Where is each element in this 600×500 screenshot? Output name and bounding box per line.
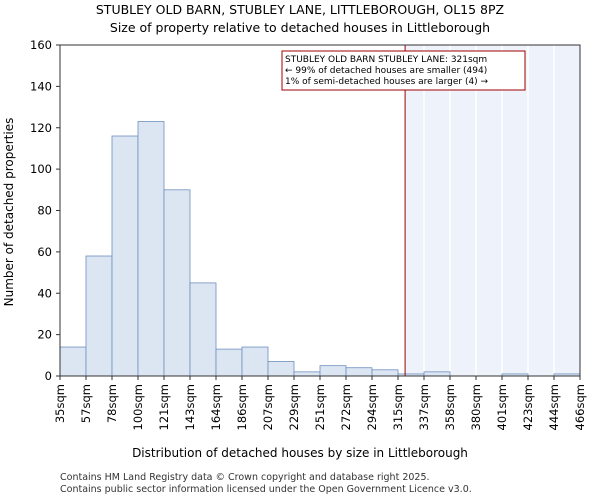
y-tick-label: 140 — [30, 79, 52, 93]
y-tick-label: 40 — [37, 286, 52, 300]
x-tick-label: 380sqm — [469, 384, 483, 430]
x-tick-label: 186sqm — [235, 384, 249, 430]
footer-line-2: Contains public sector information licen… — [60, 484, 472, 495]
chart-title: STUBLEY OLD BARN, STUBLEY LANE, LITTLEBO… — [96, 2, 504, 17]
x-tick-label: 358sqm — [443, 384, 457, 430]
x-tick-label: 143sqm — [183, 384, 197, 430]
x-tick-label: 272sqm — [339, 384, 353, 430]
histogram-bar — [215, 348, 243, 377]
x-tick-label: 229sqm — [287, 384, 301, 430]
histogram-bar — [85, 255, 113, 377]
histogram-bar — [137, 121, 165, 377]
x-tick-label: 337sqm — [417, 384, 431, 430]
histogram-bar — [423, 371, 451, 377]
histogram-bar — [293, 371, 321, 377]
x-tick-label: 35sqm — [53, 384, 67, 423]
y-tick-label: 120 — [30, 121, 52, 135]
x-tick-label: 423sqm — [521, 384, 535, 430]
y-tick-label: 100 — [30, 162, 52, 176]
footer-line-1: Contains HM Land Registry data © Crown c… — [60, 472, 430, 483]
x-tick-label: 57sqm — [79, 384, 93, 423]
x-axis-label: Distribution of detached houses by size … — [132, 446, 468, 460]
histogram-bar — [319, 365, 347, 377]
annotation-frame — [281, 50, 526, 91]
histogram-bar — [59, 346, 87, 377]
annotation-line-2: ← 99% of detached houses are smaller (49… — [285, 66, 487, 76]
histogram-bar — [371, 369, 399, 377]
histogram-bar — [163, 189, 191, 377]
annotation-line-3: 1% of semi-detached houses are larger (4… — [285, 77, 489, 87]
x-tick-label: 251sqm — [313, 384, 327, 430]
x-tick-label: 294sqm — [365, 384, 379, 430]
x-tick-label: 100sqm — [131, 384, 145, 430]
annotation-box: STUBLEY OLD BARN STUBLEY LANE: 321sqm ← … — [281, 50, 526, 91]
histogram-bar — [241, 346, 269, 377]
y-axis-label: Number of detached properties — [2, 118, 16, 307]
chart-subtitle: Size of property relative to detached ho… — [110, 20, 490, 35]
x-tick-label: 121sqm — [157, 384, 171, 430]
y-tick-label: 160 — [30, 38, 52, 52]
histogram-bar — [345, 367, 373, 377]
annotation-line-1: STUBLEY OLD BARN STUBLEY LANE: 321sqm — [285, 55, 487, 65]
y-tick-label: 0 — [45, 369, 52, 383]
x-tick-label: 315sqm — [391, 384, 405, 430]
y-tick-label: 60 — [37, 245, 52, 259]
histogram-bar — [189, 282, 217, 377]
x-tick-label: 164sqm — [209, 384, 223, 430]
histogram-bar — [267, 361, 295, 377]
y-tick-label: 80 — [37, 204, 52, 218]
histogram-bar — [111, 135, 139, 377]
x-tick-label: 401sqm — [495, 384, 509, 430]
x-tick-label: 78sqm — [105, 384, 119, 423]
x-tick-label: 466sqm — [573, 384, 587, 430]
x-tick-label: 444sqm — [547, 384, 561, 430]
larger-region-highlight — [405, 45, 580, 376]
x-tick-label: 207sqm — [261, 384, 275, 430]
y-tick-label: 20 — [37, 328, 52, 342]
